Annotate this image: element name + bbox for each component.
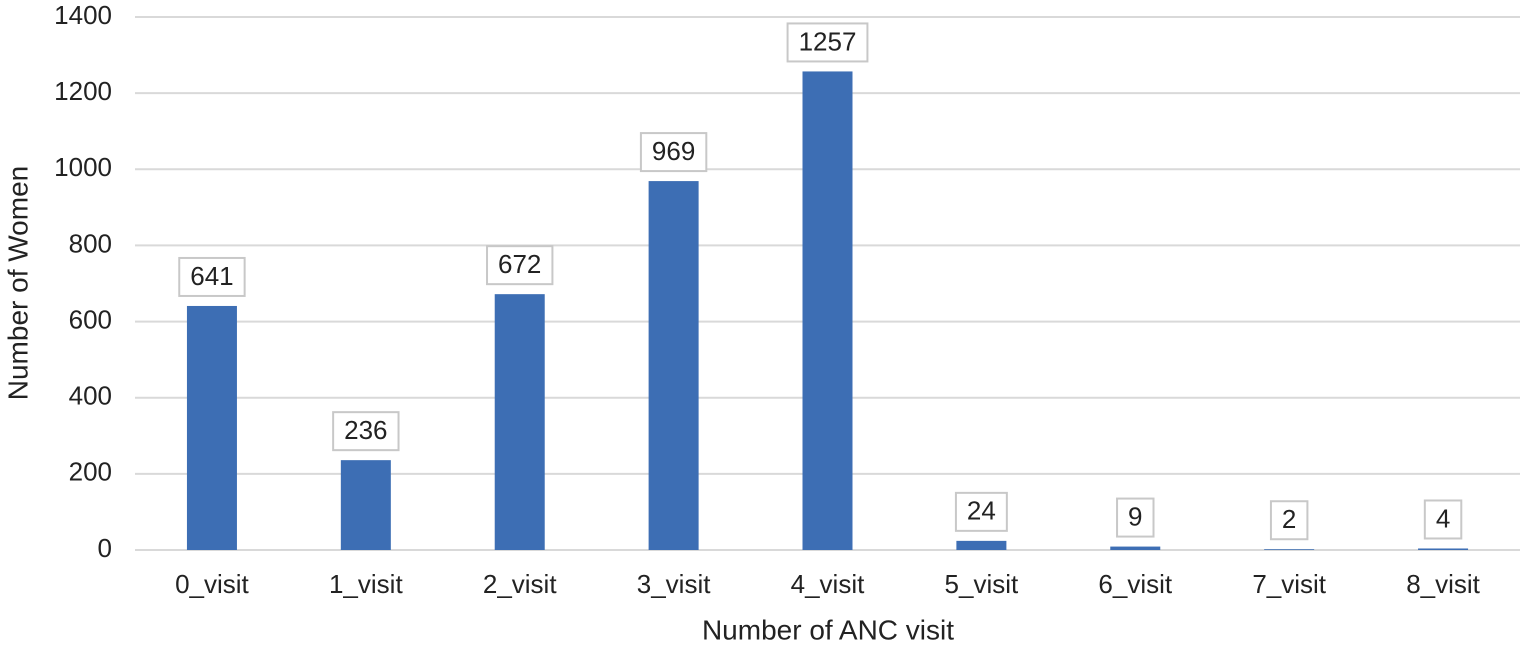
y-tick-label: 1200 <box>54 76 112 106</box>
value-label-box <box>1269 500 1309 541</box>
x-tick-label: 2_visit <box>483 569 557 599</box>
value-label-box <box>639 132 708 173</box>
value-label-box <box>332 411 400 452</box>
bar <box>1418 548 1469 550</box>
y-tick-label: 200 <box>69 457 112 487</box>
value-label: 969 <box>652 136 695 166</box>
value-label-box <box>786 22 869 63</box>
x-tick-label: 4_visit <box>791 569 865 599</box>
value-label-box <box>1423 499 1463 540</box>
x-tick-label: 5_visit <box>945 569 1019 599</box>
bar <box>186 305 237 550</box>
x-tick-label: 1_visit <box>329 569 403 599</box>
x-tick-label: 3_visit <box>637 569 711 599</box>
bar <box>494 294 545 550</box>
y-tick-label: 400 <box>69 381 112 411</box>
value-label: 4 <box>1436 503 1450 533</box>
y-tick-label: 600 <box>69 304 112 334</box>
bar <box>1110 546 1161 550</box>
value-label: 672 <box>498 249 541 279</box>
bar <box>802 71 853 551</box>
x-tick-label: 0_visit <box>175 569 249 599</box>
bar <box>340 460 391 550</box>
value-label: 236 <box>344 415 387 445</box>
value-label: 24 <box>967 496 996 526</box>
value-label: 9 <box>1128 501 1142 531</box>
bar <box>956 540 1007 550</box>
y-tick-label: 800 <box>69 228 112 258</box>
x-tick-label: 7_visit <box>1252 569 1326 599</box>
y-tick-label: 0 <box>98 533 112 563</box>
y-tick-label: 1000 <box>54 152 112 182</box>
value-label: 1257 <box>799 26 857 56</box>
value-label: 641 <box>190 261 233 291</box>
y-tick-label: 1400 <box>54 0 112 30</box>
x-axis-title: Number of ANC visit <box>702 614 954 645</box>
bar <box>648 181 699 550</box>
value-label-box <box>954 491 1008 532</box>
y-axis-title: Number of Women <box>2 166 33 400</box>
value-label: 2 <box>1282 504 1296 534</box>
x-tick-label: 8_visit <box>1406 569 1480 599</box>
bar <box>1264 549 1315 550</box>
x-tick-label: 6_visit <box>1098 569 1172 599</box>
value-label-box <box>1116 497 1155 538</box>
value-label-box <box>178 256 246 297</box>
value-label-box <box>486 245 554 286</box>
